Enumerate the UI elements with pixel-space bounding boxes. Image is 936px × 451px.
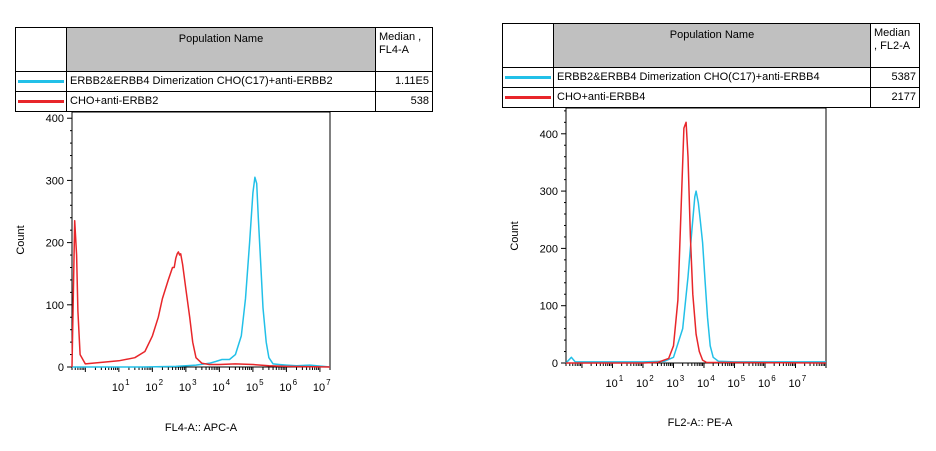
x-tick-label: 107 (788, 374, 806, 390)
y-axis: 0 100 200 300 400 (540, 110, 566, 370)
legend-swatch-header (15, 27, 67, 72)
legend-swatch-cell (15, 91, 67, 112)
histogram-chart-right: 0 100 200 300 400 101 102 103 104 105 106 107 Coun… (509, 107, 827, 429)
legend-table-left: Population Name Median , FL4-A ERBB2&ERB… (15, 27, 433, 112)
legend-table-right: Population Name Median , FL2-A ERBB2&ERB… (502, 23, 920, 108)
y-tick-label: 100 (540, 301, 558, 313)
y-tick-label: 200 (540, 243, 558, 255)
histogram-panel-left: Population Name Median , FL4-A ERBB2&ERB… (15, 27, 433, 434)
x-tick-label: 101 (112, 378, 130, 394)
legend-swatch-red (18, 100, 64, 103)
series-line-cyan (565, 190, 826, 364)
x-tick-label: 102 (145, 378, 163, 394)
x-tick-label: 106 (758, 374, 776, 390)
x-tick-label: 105 (246, 378, 264, 394)
x-tick-label: 104 (697, 374, 715, 390)
histogram-chart-left: 0 100 200 300 400 101 102 103 104 105 106 107 Coun… (15, 111, 331, 434)
series-line-red (71, 220, 331, 368)
series-line-cyan (72, 176, 331, 368)
plot-frame (71, 111, 331, 368)
legend-swatch-cell (502, 87, 554, 108)
legend-row-name: CHO+anti-ERBB2 (66, 91, 376, 112)
series-group (565, 121, 827, 364)
x-tick-label: 105 (727, 374, 745, 390)
legend-row-name: CHO+anti-ERBB4 (553, 87, 871, 108)
y-tick-label: 400 (540, 129, 558, 141)
legend-swatch-cyan (18, 80, 64, 83)
x-axis: 101 102 103 104 105 106 107 (565, 363, 827, 390)
y-tick-label: 0 (58, 362, 64, 374)
legend-header-population-name: Population Name (66, 27, 376, 72)
x-axis: 101 102 103 104 105 106 107 (71, 367, 331, 394)
y-tick-label: 100 (46, 300, 64, 312)
histogram-panel-right: Population Name Median , FL2-A ERBB2&ERB… (468, 0, 936, 451)
legend-row-name: ERBB2&ERBB4 Dimerization CHO(C17)+anti-E… (553, 67, 871, 88)
x-tick-label: 103 (666, 374, 684, 390)
legend-header-median: Median , FL4-A (375, 27, 433, 72)
y-tick-label: 300 (540, 186, 558, 198)
x-tick-label: 106 (279, 378, 297, 394)
x-tick-label: 102 (636, 374, 654, 390)
x-tick-label: 104 (212, 378, 230, 394)
y-tick-label: 200 (46, 238, 64, 250)
legend-row-median: 1.11E5 (375, 71, 433, 92)
series-group (71, 176, 331, 368)
legend-row-median: 538 (375, 91, 433, 112)
plot-frame (565, 107, 827, 364)
legend-row-median: 2177 (870, 87, 920, 108)
legend-swatch-cyan (505, 76, 551, 79)
y-axis-label: Count (15, 225, 27, 254)
y-tick-label: 400 (46, 113, 64, 125)
x-axis-label: FL4-A:: APC-A (165, 422, 238, 434)
x-tick-label: 101 (605, 374, 623, 390)
x-tick-label: 107 (313, 378, 331, 394)
y-tick-label: 300 (46, 175, 64, 187)
y-axis: 0 100 200 300 400 (46, 113, 72, 374)
y-axis-label: Count (509, 221, 521, 250)
y-tick-label: 0 (552, 358, 558, 370)
x-tick-label: 103 (179, 378, 197, 394)
legend-row-name: ERBB2&ERBB4 Dimerization CHO(C17)+anti-E… (66, 71, 376, 92)
legend-swatch-red (505, 96, 551, 99)
x-axis-label: FL2-A:: PE-A (668, 417, 733, 429)
legend-header-population-name: Population Name (553, 23, 871, 68)
legend-swatch-header (502, 23, 554, 68)
series-line-red (566, 121, 827, 364)
